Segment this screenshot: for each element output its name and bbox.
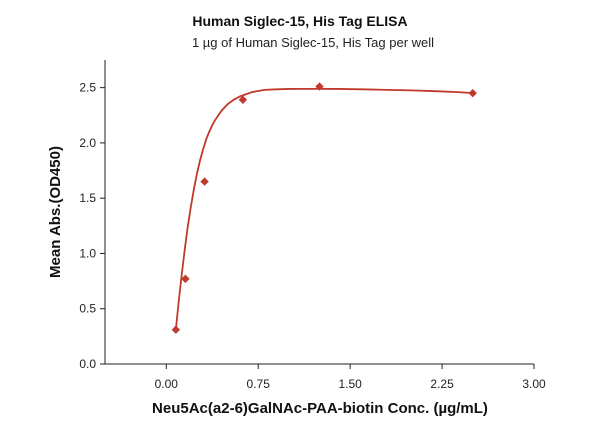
plot-area: 0.00 0.75 1.50 2.25 3.00 0.0 0.5 1.0 1.5 2.0 2.5 — [79, 60, 546, 391]
x-axis-label: Neu5Ac(a2-6)GalNAc-PAA-biotin Conc. (µg/… — [152, 400, 488, 417]
data-point-diamond — [238, 95, 248, 104]
x-tick-label: 2.25 — [430, 377, 454, 391]
x-tick-label: 3.00 — [522, 377, 546, 391]
fit-curve — [174, 87, 473, 330]
data-point-diamond — [200, 177, 209, 186]
y-tick-label: 2.0 — [79, 136, 96, 150]
chart-title: Human Siglec-15, His Tag ELISA — [192, 13, 407, 29]
y-ticks: 0.0 0.5 1.0 1.5 2.0 2.5 — [79, 81, 105, 371]
x-tick-label: 0.00 — [155, 377, 179, 391]
x-tick-label: 1.50 — [338, 377, 362, 391]
data-point-diamond — [181, 274, 190, 284]
data-point-diamond — [468, 88, 477, 98]
data-point-diamond — [315, 82, 324, 91]
y-tick-label: 2.5 — [79, 81, 96, 95]
chart-subtitle: 1 µg of Human Siglec-15, His Tag per wel… — [192, 35, 434, 50]
y-tick-label: 1.0 — [79, 246, 96, 260]
y-tick-label: 0.0 — [79, 357, 96, 371]
x-tick-label: 0.75 — [247, 377, 271, 391]
data-points — [171, 82, 477, 334]
data-point-diamond — [171, 325, 181, 334]
y-tick-label: 0.5 — [79, 302, 96, 316]
y-axis-label: Mean Abs.(OD450) — [47, 146, 64, 278]
x-ticks: 0.00 0.75 1.50 2.25 3.00 — [155, 364, 546, 391]
y-tick-label: 1.5 — [79, 191, 96, 205]
